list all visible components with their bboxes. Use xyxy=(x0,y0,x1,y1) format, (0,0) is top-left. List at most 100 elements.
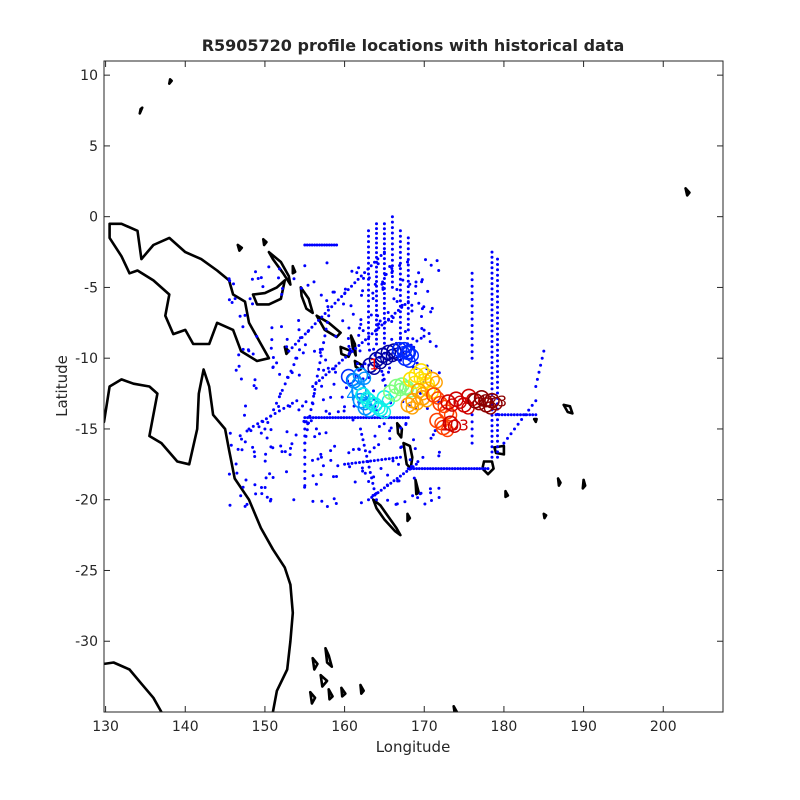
historical-point xyxy=(283,382,287,386)
historical-point xyxy=(367,304,370,308)
historical-point xyxy=(375,241,378,245)
historical-point xyxy=(268,472,272,476)
historical-point xyxy=(367,283,370,287)
historical-point xyxy=(423,502,427,506)
historical-point xyxy=(335,475,338,478)
float-profile-marker xyxy=(402,354,416,368)
x-tick-label: 170 xyxy=(411,719,438,735)
historical-point xyxy=(540,356,544,360)
historical-point xyxy=(322,341,326,345)
historical-point xyxy=(271,476,275,479)
coastline xyxy=(339,345,353,359)
coastline xyxy=(308,690,317,705)
historical-point xyxy=(301,404,304,408)
historical-point xyxy=(411,337,415,341)
historical-point xyxy=(359,322,363,326)
historical-point xyxy=(398,455,402,459)
historical-point xyxy=(470,284,474,288)
historical-point xyxy=(398,264,402,267)
coastline xyxy=(371,498,402,537)
historical-point xyxy=(269,428,273,432)
historical-point xyxy=(388,437,392,441)
historical-point xyxy=(496,273,499,277)
historical-point xyxy=(320,243,324,247)
coastline xyxy=(349,334,358,357)
historical-point xyxy=(496,263,499,266)
historical-point xyxy=(318,243,321,247)
historical-point xyxy=(305,243,309,247)
historical-point xyxy=(342,302,345,306)
historical-point xyxy=(290,442,294,446)
historical-point xyxy=(406,247,410,251)
historical-point xyxy=(456,467,460,471)
historical-point xyxy=(320,416,324,420)
historical-point xyxy=(326,308,330,312)
historical-point xyxy=(496,434,499,438)
historical-point xyxy=(375,328,379,332)
historical-point xyxy=(503,413,507,417)
historical-point xyxy=(512,413,516,417)
historical-point xyxy=(345,386,348,390)
historical-point xyxy=(371,494,375,497)
historical-point xyxy=(367,288,370,292)
historical-point xyxy=(278,267,281,271)
historical-point xyxy=(256,422,260,426)
historical-point xyxy=(388,265,392,268)
historical-point xyxy=(298,348,301,352)
historical-point xyxy=(375,227,378,231)
historical-point xyxy=(390,271,394,275)
historical-point xyxy=(470,311,474,314)
historical-point xyxy=(297,319,301,322)
historical-point xyxy=(398,229,402,233)
historical-point xyxy=(371,297,375,300)
historical-point xyxy=(404,416,407,420)
float-profile-marker xyxy=(362,404,376,418)
historical-point xyxy=(329,449,333,453)
historical-point xyxy=(429,491,433,495)
historical-point xyxy=(490,376,494,380)
historical-point xyxy=(227,472,231,476)
historical-point xyxy=(327,314,331,318)
historical-point xyxy=(305,428,309,432)
historical-point xyxy=(382,301,386,305)
historical-point xyxy=(320,499,324,503)
y-tick-label: -5 xyxy=(84,280,98,296)
historical-point xyxy=(239,377,243,381)
historical-point xyxy=(308,243,312,247)
historical-point xyxy=(379,467,383,470)
historical-point xyxy=(406,241,410,245)
historical-point xyxy=(330,305,334,309)
historical-point xyxy=(325,505,329,508)
historical-point xyxy=(269,414,273,418)
historical-point xyxy=(265,495,269,499)
historical-point xyxy=(340,395,344,399)
historical-point xyxy=(496,348,499,352)
historical-point xyxy=(437,269,441,272)
historical-point xyxy=(478,467,482,471)
historical-point xyxy=(406,268,410,272)
historical-point xyxy=(350,461,354,465)
historical-point xyxy=(261,420,265,424)
float-profile-marker xyxy=(357,371,372,385)
historical-point xyxy=(353,416,357,420)
historical-point xyxy=(306,330,310,333)
historical-point xyxy=(420,278,424,282)
historical-point xyxy=(313,435,317,439)
historical-point xyxy=(496,370,499,374)
historical-point xyxy=(311,385,315,388)
historical-point xyxy=(323,312,327,315)
historical-point xyxy=(486,467,490,471)
historical-point xyxy=(324,358,328,362)
historical-point xyxy=(535,377,539,381)
historical-point xyxy=(319,455,323,459)
historical-point xyxy=(260,492,264,496)
coastline xyxy=(452,704,459,712)
historical-point xyxy=(315,374,319,378)
coastline xyxy=(542,512,548,520)
historical-point xyxy=(527,408,531,412)
historical-point xyxy=(359,318,363,322)
historical-point xyxy=(414,292,417,295)
historical-point xyxy=(245,429,249,433)
historical-point xyxy=(470,324,474,327)
